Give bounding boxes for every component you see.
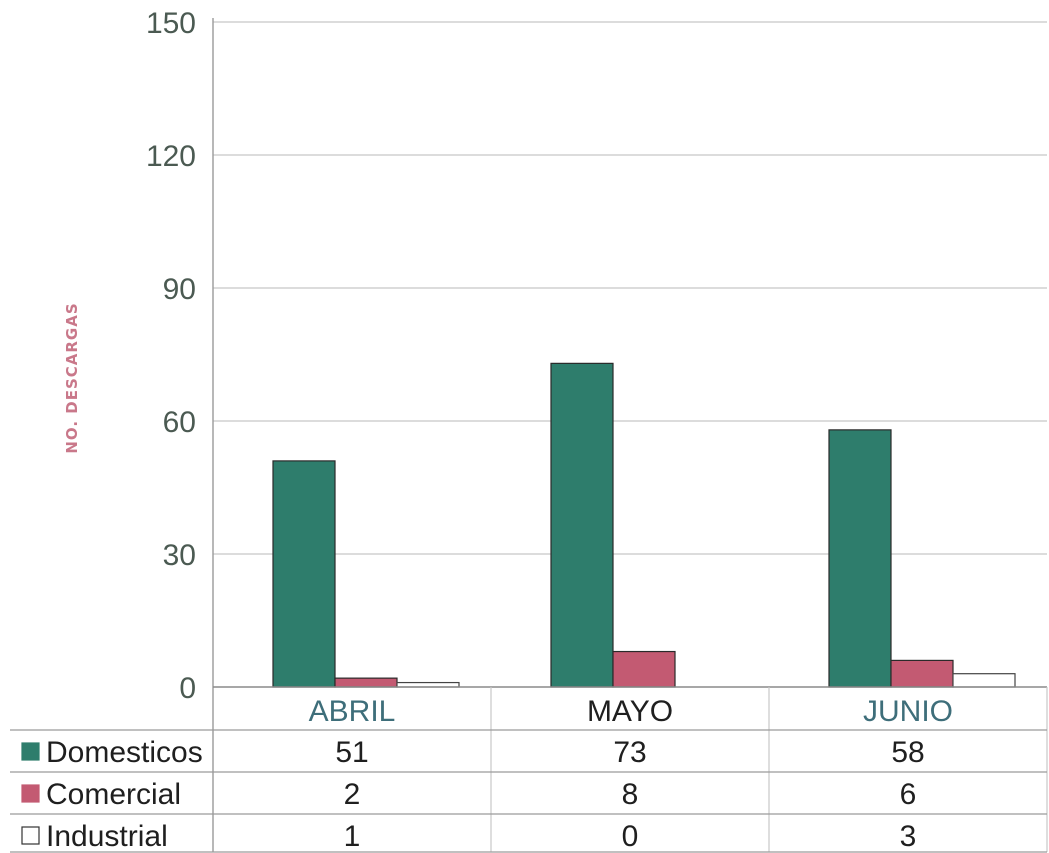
- bar-domesticos-mayo: [550, 362, 614, 688]
- y-tick-labels: 0 30 60 90 120 150: [146, 7, 196, 705]
- bar-domesticos-junio: [828, 429, 892, 688]
- data-table-value: 2: [344, 778, 361, 811]
- bar-comercial-abril: [334, 677, 398, 688]
- data-table: ABRIL MAYO JUNIO Domesticos 51 73 58 Comercial 2…: [10, 687, 1048, 853]
- x-tick-label-abril: ABRIL: [309, 695, 396, 728]
- legend-swatch-industrial: [21, 826, 40, 845]
- data-table-value: 8: [622, 778, 639, 811]
- bars: [272, 362, 1016, 688]
- legend-swatch-domesticos: [21, 742, 40, 761]
- data-table-value: 6: [900, 778, 917, 811]
- bar-industrial-junio: [952, 673, 1016, 688]
- legend-label-industrial: Industrial: [46, 820, 168, 853]
- legend-label-domesticos: Domesticos: [46, 736, 203, 769]
- y-tick-label: 120: [146, 140, 196, 173]
- grid-lines: [213, 21, 1047, 555]
- x-tick-label-junio: JUNIO: [863, 695, 953, 728]
- data-table-value: 1: [344, 820, 361, 853]
- data-table-value: 58: [891, 736, 924, 769]
- bar-comercial-junio: [890, 659, 954, 688]
- legend-label-comercial: Comercial: [46, 778, 181, 811]
- y-tick-label: 30: [163, 539, 196, 572]
- legend-swatch-comercial: [21, 784, 40, 803]
- bar-domesticos-abril: [272, 460, 336, 688]
- data-table-value: 0: [622, 820, 639, 853]
- data-table-value: 51: [335, 736, 368, 769]
- bar-comercial-mayo: [612, 650, 676, 688]
- y-tick-label: 90: [163, 273, 196, 306]
- data-table-value: 73: [613, 736, 646, 769]
- y-tick-label: 0: [179, 672, 196, 705]
- data-table-value: 3: [900, 820, 917, 853]
- x-tick-label-mayo: MAYO: [587, 695, 673, 728]
- y-axis-label: NO. DESCARGAS: [63, 302, 81, 453]
- y-tick-label: 60: [163, 406, 196, 439]
- y-tick-label: 150: [146, 7, 196, 40]
- axes: [212, 18, 1047, 852]
